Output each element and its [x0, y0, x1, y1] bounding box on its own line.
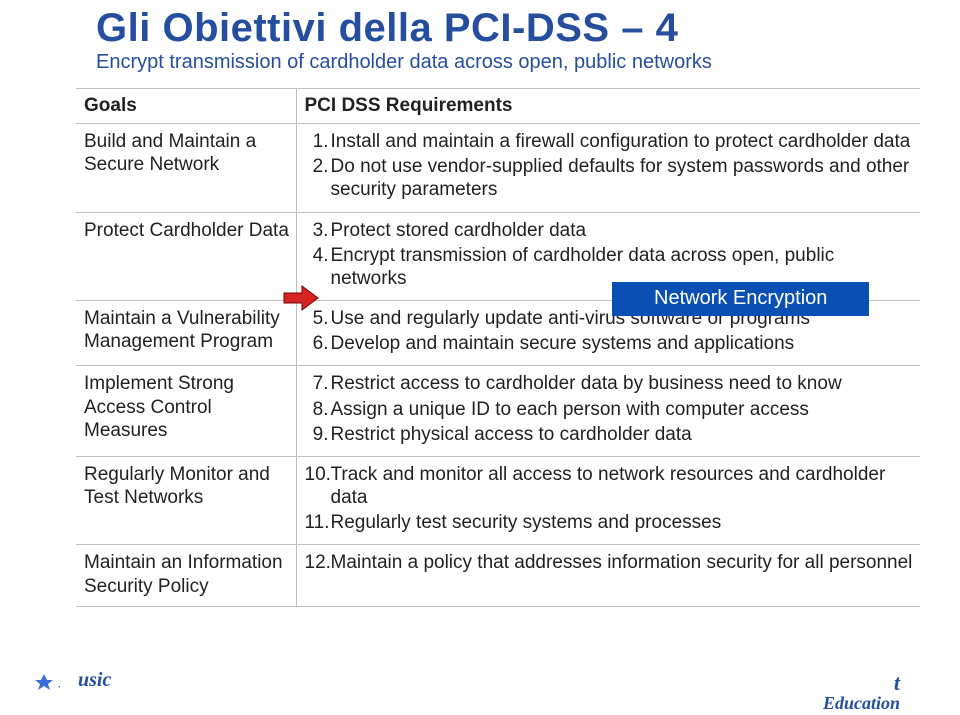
requirement-item: 6.Develop and maintain secure systems an… — [331, 332, 915, 355]
footer-right-line2: Education — [823, 694, 900, 712]
table-row: Regularly Monitor and Test Networks 10.Tr… — [76, 456, 920, 545]
requirement-item: 12.Maintain a policy that addresses info… — [331, 551, 915, 574]
requirement-number: 8. — [305, 398, 329, 421]
goal-cell: Implement Strong Access Control Measures — [76, 366, 296, 457]
highlight-arrow-icon — [282, 284, 320, 312]
requirement-number: 9. — [305, 423, 329, 446]
requirement-number: 3. — [305, 219, 329, 242]
requirements-table-wrap: Goals PCI DSS Requirements Build and Mai… — [76, 88, 920, 607]
footer-right-text: t Education — [823, 672, 900, 712]
table-row: Maintain an Information Security Policy 1… — [76, 545, 920, 606]
requirements-cell: 1.Install and maintain a firewall config… — [296, 124, 920, 213]
svg-text:usic: usic — [78, 669, 111, 691]
slide-title: Gli Obiettivi della PCI-DSS – 4 — [0, 0, 960, 51]
requirements-cell: 12.Maintain a policy that addresses info… — [296, 545, 920, 606]
goal-cell: Maintain an Information Security Policy — [76, 545, 296, 606]
requirement-item: 3.Protect stored cardholder data — [331, 219, 915, 242]
header-goals: Goals — [76, 89, 296, 124]
requirement-number: 2. — [305, 155, 329, 178]
requirement-number: 6. — [305, 332, 329, 355]
requirement-item: 10.Track and monitor all access to netwo… — [331, 463, 915, 509]
requirement-number: 10. — [305, 463, 329, 486]
requirement-number: 4. — [305, 244, 329, 267]
requirement-number: 11. — [305, 511, 329, 534]
requirement-item: 11.Regularly test security systems and p… — [331, 511, 915, 534]
requirement-number: 1. — [305, 130, 329, 153]
requirement-number: 7. — [305, 372, 329, 395]
goal-cell: Regularly Monitor and Test Networks — [76, 456, 296, 545]
requirement-item: 9.Restrict physical access to cardholder… — [331, 423, 915, 446]
goal-cell: Maintain a Vulnerability Management Prog… — [76, 301, 296, 366]
footer-logo-fragment: usic — [34, 668, 144, 710]
requirement-item: 7.Restrict access to cardholder data by … — [331, 372, 915, 395]
requirements-cell: 10.Track and monitor all access to netwo… — [296, 456, 920, 545]
header-reqs: PCI DSS Requirements — [296, 89, 920, 124]
goal-cell: Protect Cardholder Data — [76, 212, 296, 301]
requirements-cell: 7.Restrict access to cardholder data by … — [296, 366, 920, 457]
footer-right-line1: t — [894, 670, 900, 695]
requirement-number: 12. — [305, 551, 329, 574]
requirements-table: Goals PCI DSS Requirements Build and Mai… — [76, 88, 920, 607]
goal-cell: Build and Maintain a Secure Network — [76, 124, 296, 213]
network-encryption-callout: Network Encryption — [612, 282, 869, 316]
table-row: Build and Maintain a Secure Network 1.Ins… — [76, 124, 920, 213]
requirement-item: 8.Assign a unique ID to each person with… — [331, 398, 915, 421]
requirement-item: 2.Do not use vendor-supplied defaults fo… — [331, 155, 915, 201]
slide-subtitle: Encrypt transmission of cardholder data … — [0, 51, 960, 88]
requirement-item: 1.Install and maintain a firewall config… — [331, 130, 915, 153]
table-row: Implement Strong Access Control Measures… — [76, 366, 920, 457]
